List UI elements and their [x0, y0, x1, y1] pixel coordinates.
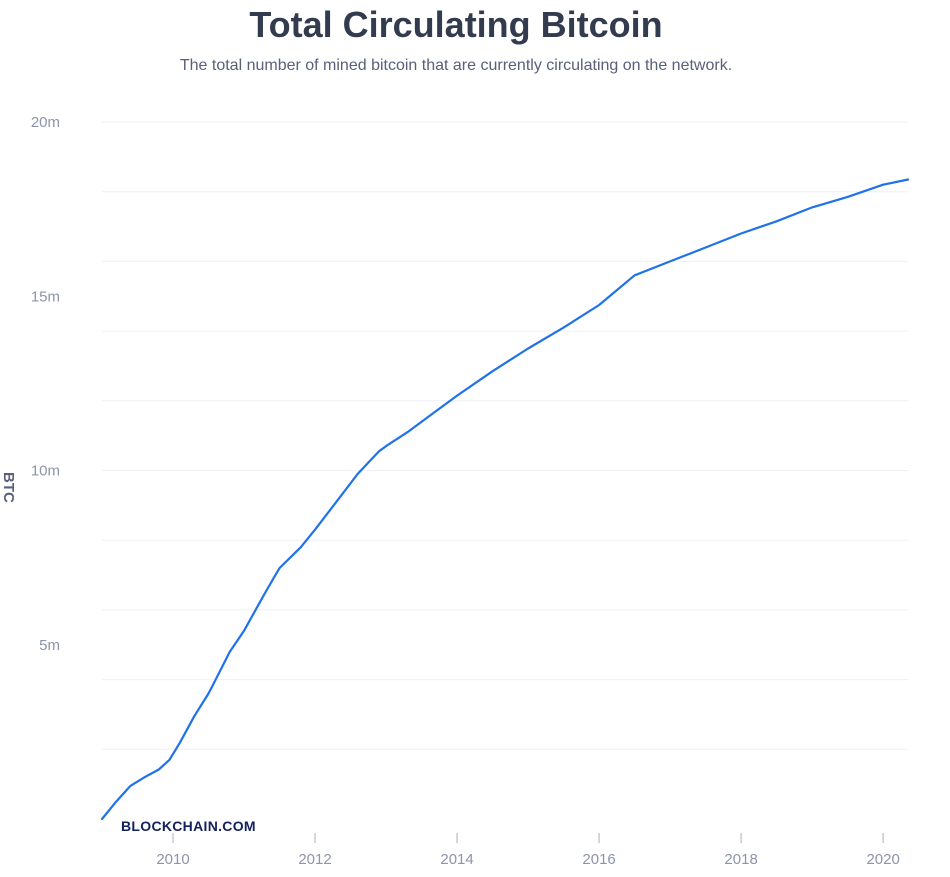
blockchain-watermark: BLOCKCHAIN.COM [121, 818, 256, 834]
x-tick-label: 2018 [724, 851, 757, 868]
grid-lines [102, 121, 908, 750]
series-layer [100, 178, 910, 821]
x-tick-label: 2010 [156, 851, 189, 868]
y-tick-label: 15m [31, 288, 60, 305]
x-axis: 2010 2012 2014 2016 2018 2020 [156, 833, 900, 868]
series-line-circulating-btc [100, 178, 910, 821]
y-tick-label: 20m [31, 114, 60, 131]
chart-subtitle: The total number of mined bitcoin that a… [179, 57, 733, 74]
x-tick-label: 2016 [582, 851, 615, 868]
y-tick-label: 5m [39, 637, 60, 654]
y-tick-label: 10m [31, 463, 60, 480]
x-tick-label: 2012 [298, 851, 331, 868]
y-axis: 5m 10m 15m 20m [31, 114, 60, 654]
chart-title: Total Circulating Bitcoin [249, 4, 663, 45]
x-tick-label: 2020 [866, 851, 899, 868]
y-axis-label: BTC [0, 472, 17, 503]
x-tick-label: 2014 [440, 851, 473, 868]
